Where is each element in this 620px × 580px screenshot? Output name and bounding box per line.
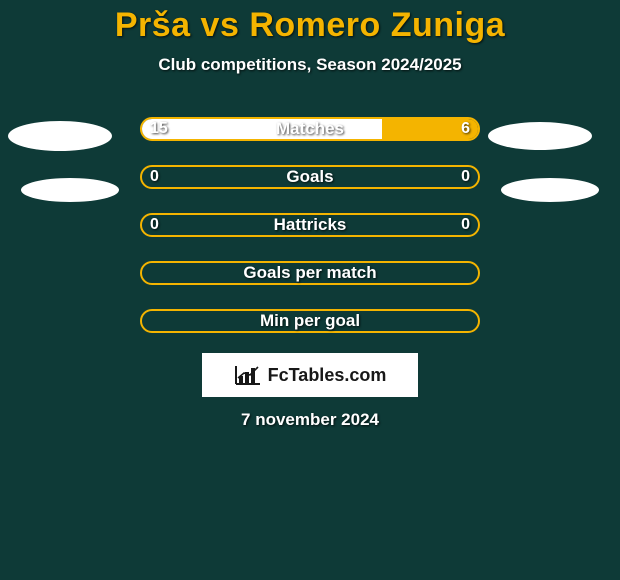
player-badge-right [501, 178, 599, 202]
stat-row: Hattricks00 [0, 213, 620, 237]
logo-text: FcTables.com [268, 365, 387, 386]
player1-name: Prša [115, 6, 191, 44]
subtitle: Club competitions, Season 2024/2025 [0, 55, 620, 75]
stat-bar-left [142, 119, 382, 139]
player-badge-right [488, 122, 592, 150]
stat-row: Min per goal [0, 309, 620, 333]
stat-bar-right [382, 119, 478, 139]
player2-name: Romero Zuniga [249, 6, 505, 44]
stat-bar [140, 117, 480, 141]
player-badge-left [21, 178, 119, 202]
stat-row: Goals per match [0, 261, 620, 285]
logo-chart-icon [234, 364, 262, 386]
stat-bar [140, 165, 480, 189]
stat-bar [140, 213, 480, 237]
logo-box: FcTables.com [202, 353, 418, 397]
player-badge-left [8, 121, 112, 151]
page-title: Prša vs Romero Zuniga [0, 0, 620, 45]
vs-label: vs [201, 6, 240, 44]
stat-bar [140, 309, 480, 333]
stat-bar [140, 261, 480, 285]
date-label: 7 november 2024 [0, 410, 620, 430]
